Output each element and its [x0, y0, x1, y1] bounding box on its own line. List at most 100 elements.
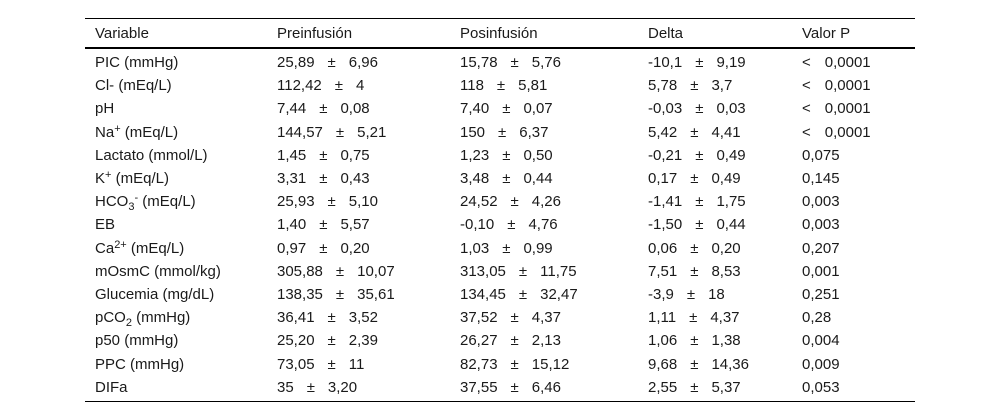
- mean-value: 1,03: [460, 239, 490, 257]
- cell-delta: 1,11 ± 4,37: [648, 309, 802, 326]
- variable-label: Na+ (mEq/L): [95, 123, 277, 141]
- p-value: 0,009: [802, 355, 840, 373]
- mean-value: 138,35: [277, 285, 323, 303]
- sd-value: 5,76: [531, 54, 561, 72]
- cell-variable: Lactato (mmol/L): [85, 147, 277, 164]
- mean-value: 305,88: [277, 262, 323, 280]
- plus-minus-sign: ±: [510, 378, 519, 396]
- variable-unit: (mEq/L): [126, 239, 185, 257]
- cell-posinfusion: 1,23 ± 0,50: [460, 147, 648, 164]
- table-row: PPC (mmHg) 73,05 ± 11 82,73 ± 15,12 9,68…: [85, 352, 915, 375]
- cell-delta: -3,9 ± 18: [648, 286, 802, 303]
- plus-minus-sign: ±: [690, 378, 699, 396]
- mean-value: 7,44: [277, 100, 307, 118]
- plus-minus-sign: ±: [695, 100, 704, 118]
- plus-minus-sign: ±: [319, 239, 328, 257]
- sd-value: 0,49: [716, 146, 746, 164]
- mean-value: -0,03: [648, 100, 683, 118]
- mean-value: 24,52: [460, 193, 498, 211]
- variable-superscript: +: [105, 169, 112, 182]
- table-row: p50 (mmHg) 25,20 ± 2,39 26,27 ± 2,13 1,0…: [85, 329, 915, 352]
- variable-name: Ca: [95, 239, 115, 257]
- cell-delta: 0,17 ± 0,49: [648, 170, 802, 187]
- cell-p-value: 0,251: [802, 286, 915, 303]
- mean-value: 2,55: [648, 378, 678, 396]
- plus-minus-sign: ±: [502, 239, 511, 257]
- sd-value: 6,96: [348, 54, 378, 72]
- plus-minus-sign: ±: [690, 355, 699, 373]
- variable-label: Glucemia (mg/dL): [95, 286, 277, 303]
- cell-p-value: < 0,0001: [802, 54, 915, 71]
- sd-value: 4,41: [711, 123, 741, 141]
- sd-value: 3,7: [711, 77, 733, 95]
- sd-value: 6,37: [519, 123, 549, 141]
- variable-unit: (mmHg): [125, 355, 185, 373]
- mean-value: 1,11: [648, 309, 677, 327]
- plus-minus-sign: ±: [306, 378, 315, 396]
- cell-p-value: 0,009: [802, 356, 915, 373]
- plus-minus-sign: ±: [690, 239, 699, 257]
- plus-minus-sign: ±: [327, 355, 336, 373]
- column-header-preinfusion: Preinfusión: [277, 24, 353, 42]
- plus-minus-sign: ±: [518, 262, 528, 280]
- table-body: PIC (mmHg) 25,89 ± 6,96 15,78 ± 5,76 -10…: [85, 49, 915, 401]
- cell-p-value: 0,145: [802, 170, 915, 187]
- sd-value: 8,53: [711, 262, 741, 280]
- sd-value: 2,13: [531, 332, 561, 350]
- less-than-sign: <: [802, 54, 811, 72]
- variable-name: Lactato: [95, 146, 145, 164]
- cell-posinfusion: 24,52 ± 4,26: [460, 193, 648, 210]
- sd-value: 0,44: [716, 216, 746, 234]
- cell-variable: Ca2+ (mEq/L): [85, 239, 277, 257]
- variable-name: pCO: [95, 309, 126, 327]
- p-value: 0,0001: [824, 100, 871, 118]
- cell-posinfusion: 26,27 ± 2,13: [460, 332, 648, 349]
- table-row: DIFa 35 ± 3,20 37,55 ± 6,46 2,55 ± 5,37 …: [85, 376, 915, 399]
- cell-preinfusion: 25,93 ± 5,10: [277, 193, 460, 210]
- cell-p-value: 0,003: [802, 216, 915, 233]
- mean-value: 5,78: [648, 77, 678, 95]
- variable-subscript: 3: [128, 201, 135, 214]
- plus-minus-sign: ±: [327, 54, 336, 72]
- cell-delta: -1,50 ± 0,44: [648, 216, 802, 233]
- cell-variable: mOsmC (mmol/kg): [85, 263, 277, 280]
- sd-value: 0,07: [523, 100, 553, 118]
- mean-value: 26,27: [460, 332, 498, 350]
- variable-name: PPC: [95, 355, 126, 373]
- cell-variable: pH: [85, 100, 277, 117]
- mean-value: 82,73: [460, 355, 498, 373]
- p-value: 0,004: [802, 332, 840, 350]
- variable-label: pCO2 (mmHg): [95, 309, 277, 330]
- sd-value: 14,36: [711, 355, 749, 373]
- cell-preinfusion: 144,57 ± 5,21: [277, 124, 460, 141]
- cell-posinfusion: 7,40 ± 0,07: [460, 100, 648, 117]
- p-value: 0,145: [802, 170, 840, 188]
- p-value: 0,0001: [824, 77, 871, 95]
- mean-value: -0,21: [648, 146, 683, 164]
- sd-value: 5,21: [357, 123, 387, 141]
- plus-minus-sign: ±: [695, 193, 704, 211]
- less-than-sign: <: [802, 123, 811, 141]
- table-row: pCO2 (mmHg) 36,41 ± 3,52 37,52 ± 4,37 1,…: [85, 306, 915, 329]
- plus-minus-sign: ±: [319, 170, 328, 188]
- cell-variable: Glucemia (mg/dL): [85, 286, 277, 303]
- variable-unit: (mEq/L): [111, 170, 169, 188]
- cell-p-value: 0,001: [802, 263, 915, 280]
- sd-value: 4: [356, 77, 365, 95]
- variable-label: pH: [95, 100, 277, 117]
- mean-value: 15,78: [460, 54, 498, 72]
- plus-minus-sign: ±: [510, 355, 519, 373]
- table-row: EB 1,40 ± 5,57 -0,10 ± 4,76 -1,50 ± 0,44…: [85, 213, 915, 236]
- plus-minus-sign: ±: [335, 285, 345, 303]
- variable-subscript: 2: [125, 317, 132, 330]
- sd-value: 11,75: [540, 262, 577, 280]
- p-value: 0,0001: [824, 123, 871, 141]
- variable-label: PPC (mmHg): [95, 356, 277, 373]
- cell-variable: Na+ (mEq/L): [85, 123, 277, 141]
- mean-value: 25,89: [277, 54, 315, 72]
- mean-value: 35: [277, 378, 294, 396]
- cell-variable: PPC (mmHg): [85, 356, 277, 373]
- table-row: Ca2+ (mEq/L) 0,97 ± 0,20 1,03 ± 0,99 0,0…: [85, 237, 915, 260]
- table-row: Na+ (mEq/L) 144,57 ± 5,21 150 ± 6,37 5,4…: [85, 121, 915, 144]
- mean-value: 150: [460, 123, 486, 141]
